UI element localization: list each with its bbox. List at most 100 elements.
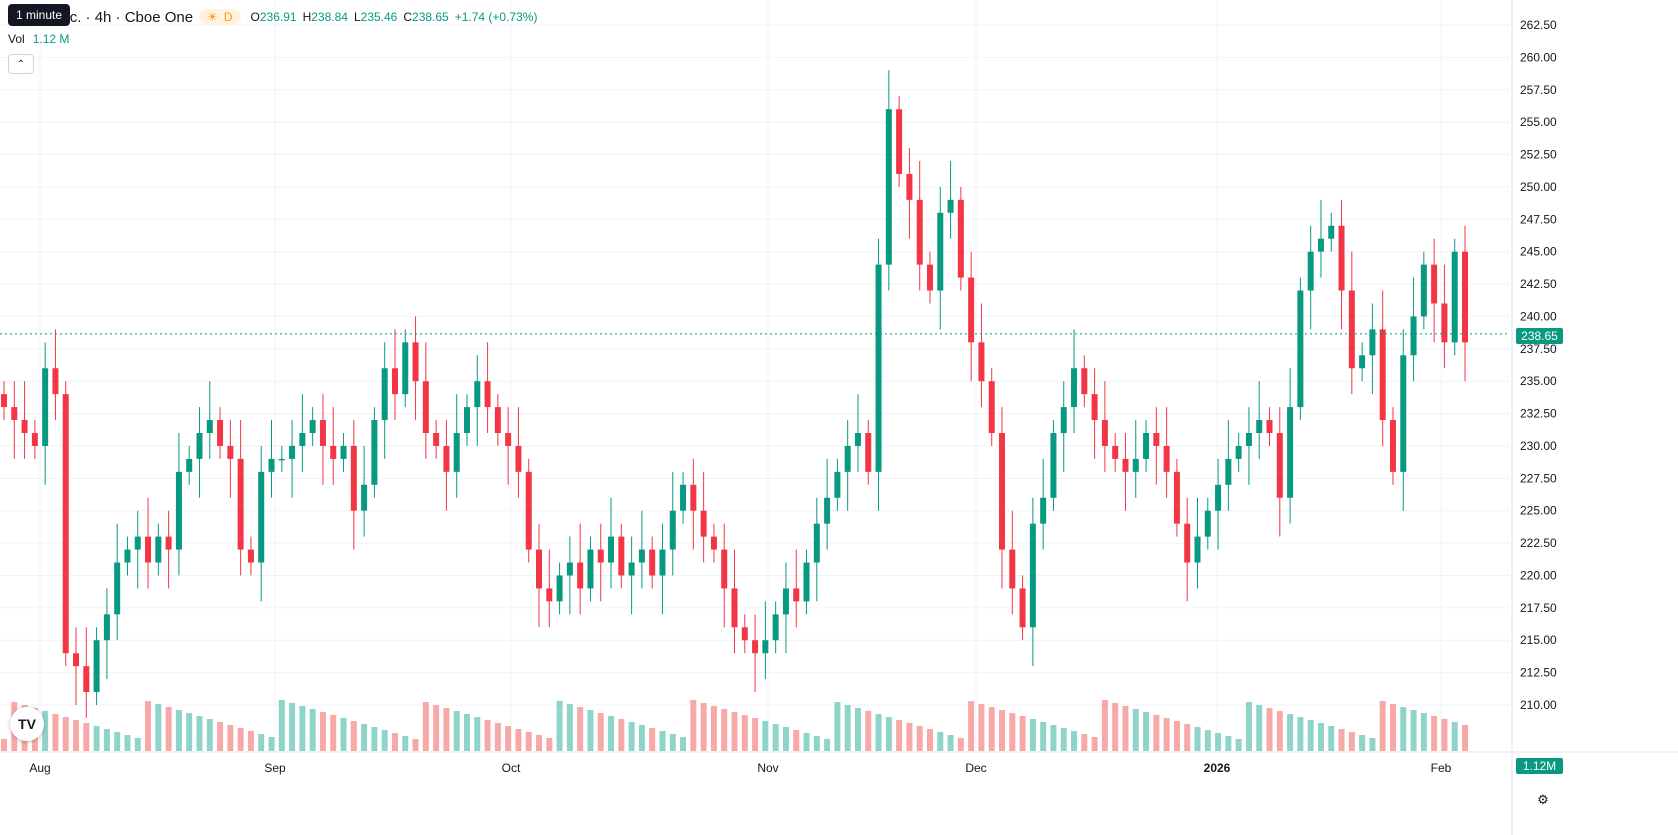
candle-body	[1317, 238, 1324, 252]
volume-bar	[1410, 710, 1417, 751]
candle-body	[1462, 251, 1468, 343]
candle-body	[710, 536, 717, 550]
candle-body	[957, 199, 964, 278]
candle-body	[968, 277, 975, 343]
candle-body	[319, 420, 326, 446]
volume-bar	[433, 705, 440, 751]
candle-body	[1, 394, 7, 408]
candle-body	[124, 549, 131, 563]
candle-body	[134, 536, 141, 550]
volume-bar	[536, 735, 543, 751]
volume-bar	[1143, 712, 1150, 751]
volume-bar	[42, 711, 49, 751]
volume-bar	[1389, 704, 1396, 751]
price-tick-label: 217.50	[1520, 601, 1557, 615]
candle-body	[844, 445, 851, 472]
candle-body	[494, 407, 501, 433]
volume-bar	[1400, 707, 1407, 751]
candle-body	[340, 445, 347, 459]
candle-body	[381, 368, 388, 421]
candle-body	[587, 549, 594, 589]
volume-bar	[484, 720, 491, 751]
candle-body	[669, 510, 676, 550]
price-tick-label: 230.00	[1520, 439, 1557, 453]
volume-bar	[247, 731, 254, 751]
candle-body	[1204, 510, 1211, 537]
volume-bar	[309, 709, 316, 751]
gear-icon[interactable]: ⚙	[1537, 792, 1549, 807]
volume-bar	[700, 703, 707, 751]
volume-bar	[947, 735, 954, 751]
collapse-legend-button[interactable]: ⌃	[8, 54, 34, 74]
volume-bar	[83, 723, 90, 751]
volume-bar	[453, 711, 460, 751]
candle-body	[52, 368, 59, 395]
volume-bar	[1029, 719, 1036, 751]
candle-body	[854, 433, 861, 446]
candle-body	[1348, 290, 1355, 369]
price-tick-label: 210.00	[1520, 698, 1557, 712]
candle-body	[505, 433, 512, 446]
volume-bar	[124, 735, 131, 751]
candle-body	[1081, 368, 1088, 395]
volume-bar	[505, 726, 512, 751]
candle-body	[1297, 290, 1304, 408]
time-tick-label: Nov	[757, 761, 778, 775]
volume-bar	[1009, 713, 1016, 751]
candle-body	[1431, 264, 1438, 304]
candle-body	[289, 445, 296, 459]
volume-bar	[566, 704, 573, 751]
volume-bar	[834, 702, 841, 751]
candle-body	[1184, 523, 1191, 563]
volume-bar	[1091, 737, 1098, 751]
volume-bar	[669, 734, 676, 751]
volume-bar	[1225, 736, 1232, 751]
candle-body	[1379, 329, 1386, 421]
volume-bar	[854, 708, 861, 751]
candle-body	[813, 523, 820, 563]
price-tick-label: 227.50	[1520, 471, 1557, 485]
price-tick-label: 222.50	[1520, 536, 1557, 550]
volume-bar	[577, 707, 584, 751]
candle-body	[1359, 355, 1366, 369]
volume-bar	[1451, 722, 1458, 751]
candle-body	[1091, 394, 1098, 421]
volume-bar	[721, 709, 728, 751]
volume-bar	[731, 712, 738, 751]
volume-bar	[1317, 723, 1324, 751]
market-status-badge[interactable]: ☀ D	[199, 9, 241, 25]
volume-bar	[999, 710, 1006, 751]
volume-bar	[1276, 711, 1283, 751]
candle-body	[906, 173, 913, 200]
volume-bar	[597, 713, 604, 751]
candle-body	[1060, 407, 1067, 433]
candle-body	[433, 433, 440, 446]
candle-body	[361, 484, 368, 511]
candle-body	[299, 433, 306, 446]
price-tick-label: 257.50	[1520, 83, 1557, 97]
volume-bar	[1060, 728, 1067, 751]
volume-bar	[525, 732, 532, 751]
tradingview-logo[interactable]: TV	[10, 707, 44, 741]
candle-body	[31, 433, 38, 446]
volume-bar	[93, 726, 100, 751]
volume-bar	[391, 733, 398, 751]
price-tick-label: 260.00	[1520, 50, 1557, 64]
interval-tooltip: 1 minute	[8, 4, 71, 26]
volume-bar	[340, 718, 347, 751]
volume-bar	[1256, 705, 1263, 751]
time-tick-label: 2026	[1204, 761, 1231, 775]
candle-body	[73, 653, 80, 667]
price-tick-label: 252.50	[1520, 148, 1557, 162]
candle-body	[752, 640, 759, 654]
price-change: +1.74 (+0.73%)	[454, 10, 538, 24]
interval-badge: D	[223, 10, 233, 24]
volume-bar	[73, 720, 80, 751]
volume-bar	[957, 738, 964, 751]
candle-body	[834, 471, 841, 498]
candle-body	[1153, 433, 1160, 446]
volume-bar	[1153, 715, 1160, 751]
candle-body	[577, 562, 584, 589]
volume-bar	[361, 724, 368, 751]
